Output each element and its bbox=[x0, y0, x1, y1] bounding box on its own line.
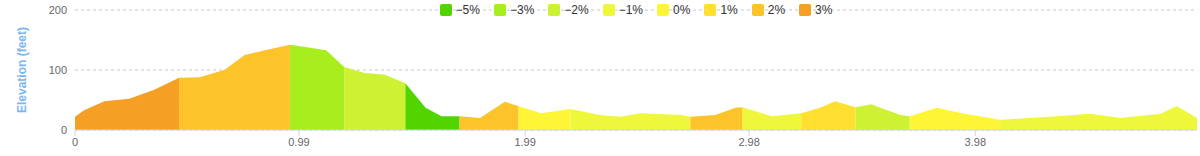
html-text:−2%: −2% bbox=[564, 3, 589, 17]
svg-text:Elevation (feet): Elevation (feet) bbox=[15, 27, 29, 113]
svg-text:2.98: 2.98 bbox=[738, 136, 759, 148]
html-text:−5%: −5% bbox=[455, 3, 480, 17]
html-text:−3%: −3% bbox=[510, 3, 535, 17]
svg-text:1.99: 1.99 bbox=[514, 136, 535, 148]
svg-text:200: 200 bbox=[49, 4, 67, 16]
html-text:−1%: −1% bbox=[618, 3, 643, 17]
svg-text:100: 100 bbox=[49, 64, 67, 76]
html-text:2%: 2% bbox=[767, 3, 786, 17]
svg-text:0: 0 bbox=[61, 124, 67, 136]
svg-text:3.98: 3.98 bbox=[965, 136, 986, 148]
html-text:0%: 0% bbox=[673, 3, 691, 17]
svg-text:0: 0 bbox=[72, 136, 78, 148]
html-text:1%: 1% bbox=[720, 3, 738, 17]
html-text:3%: 3% bbox=[815, 3, 833, 17]
svg-text:0.99: 0.99 bbox=[288, 136, 309, 148]
